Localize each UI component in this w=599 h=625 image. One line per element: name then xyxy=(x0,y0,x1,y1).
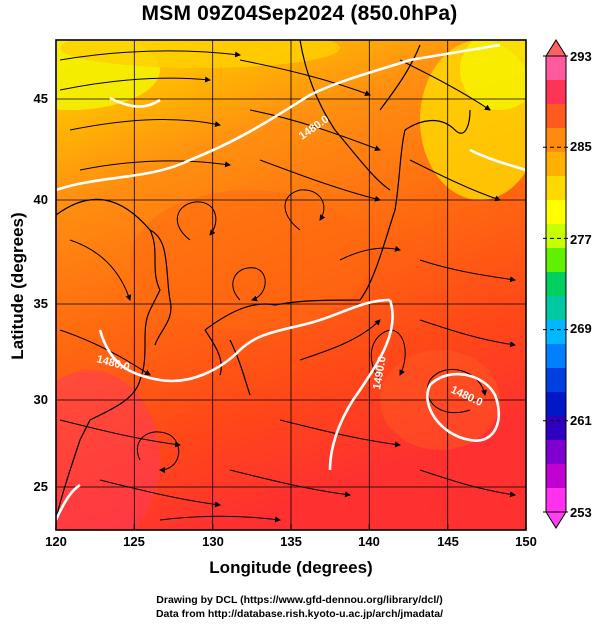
colorbar-max-arrow xyxy=(545,39,567,57)
colorbar-tick-label: 293 xyxy=(570,49,592,64)
x-tick-label: 120 xyxy=(45,534,67,549)
colorbar-tick-label: 269 xyxy=(570,321,592,336)
colorbar-tick-label: 253 xyxy=(570,505,592,520)
y-tick-label: 40 xyxy=(33,192,48,207)
colorbar-band xyxy=(546,248,566,273)
colorbar-band xyxy=(546,392,566,417)
map-plot-area: 1480.0 1480.0 1490.0 1480.0 xyxy=(56,40,526,530)
colorbar-band xyxy=(546,200,566,225)
contour-label: 1490.0 xyxy=(371,355,389,390)
y-tick-label: 35 xyxy=(33,296,48,311)
colorbar-min-arrow xyxy=(545,511,567,529)
colorbar-band xyxy=(546,104,566,129)
x-tick-label: 130 xyxy=(202,534,224,549)
colorbar-tick-label: 277 xyxy=(570,232,592,247)
colorbar-band xyxy=(546,56,566,81)
colorbar-band xyxy=(546,224,566,249)
x-tick-label: 140 xyxy=(358,534,380,549)
x-tick-label: 145 xyxy=(437,534,459,549)
colorbar-band xyxy=(546,176,566,201)
y-tick-label: 30 xyxy=(33,392,48,407)
credit-drawing: Drawing by DCL (https://www.gfd-dennou.o… xyxy=(156,594,443,606)
colorbar-band xyxy=(546,440,566,465)
colorbar-tick-label: 285 xyxy=(570,139,592,154)
colorbar-band xyxy=(546,320,566,345)
x-axis-label: Longitude (degrees) xyxy=(209,558,373,577)
y-axis-label: Latitude (degrees) xyxy=(8,212,27,360)
coastlines xyxy=(56,40,471,521)
colorbar-band xyxy=(546,488,566,513)
colorbar-band xyxy=(546,296,566,321)
colorbar xyxy=(543,39,569,529)
y-tick-label: 25 xyxy=(33,479,48,494)
y-tick-label: 45 xyxy=(33,91,48,106)
x-tick-label: 150 xyxy=(515,534,537,549)
credit-data: Data from http://database.rish.kyoto-u.a… xyxy=(155,608,444,620)
map-title: MSM 09Z04Sep2024 (850.0hPa) xyxy=(141,2,458,25)
colorbar-band xyxy=(546,80,566,105)
colorbar-band xyxy=(546,128,566,153)
colorbar-band xyxy=(546,152,566,177)
colorbar-tick-label: 261 xyxy=(570,413,592,428)
colorbar-band xyxy=(546,368,566,393)
x-tick-label: 125 xyxy=(123,534,145,549)
colorbar-band xyxy=(546,272,566,297)
colorbar-band xyxy=(546,416,566,441)
colorbar-band xyxy=(546,464,566,489)
colorbar-band xyxy=(546,344,566,369)
wind-streamlines xyxy=(59,50,516,523)
height-contours xyxy=(56,43,526,521)
x-tick-label: 135 xyxy=(280,534,302,549)
colorbar-frame xyxy=(545,55,567,513)
